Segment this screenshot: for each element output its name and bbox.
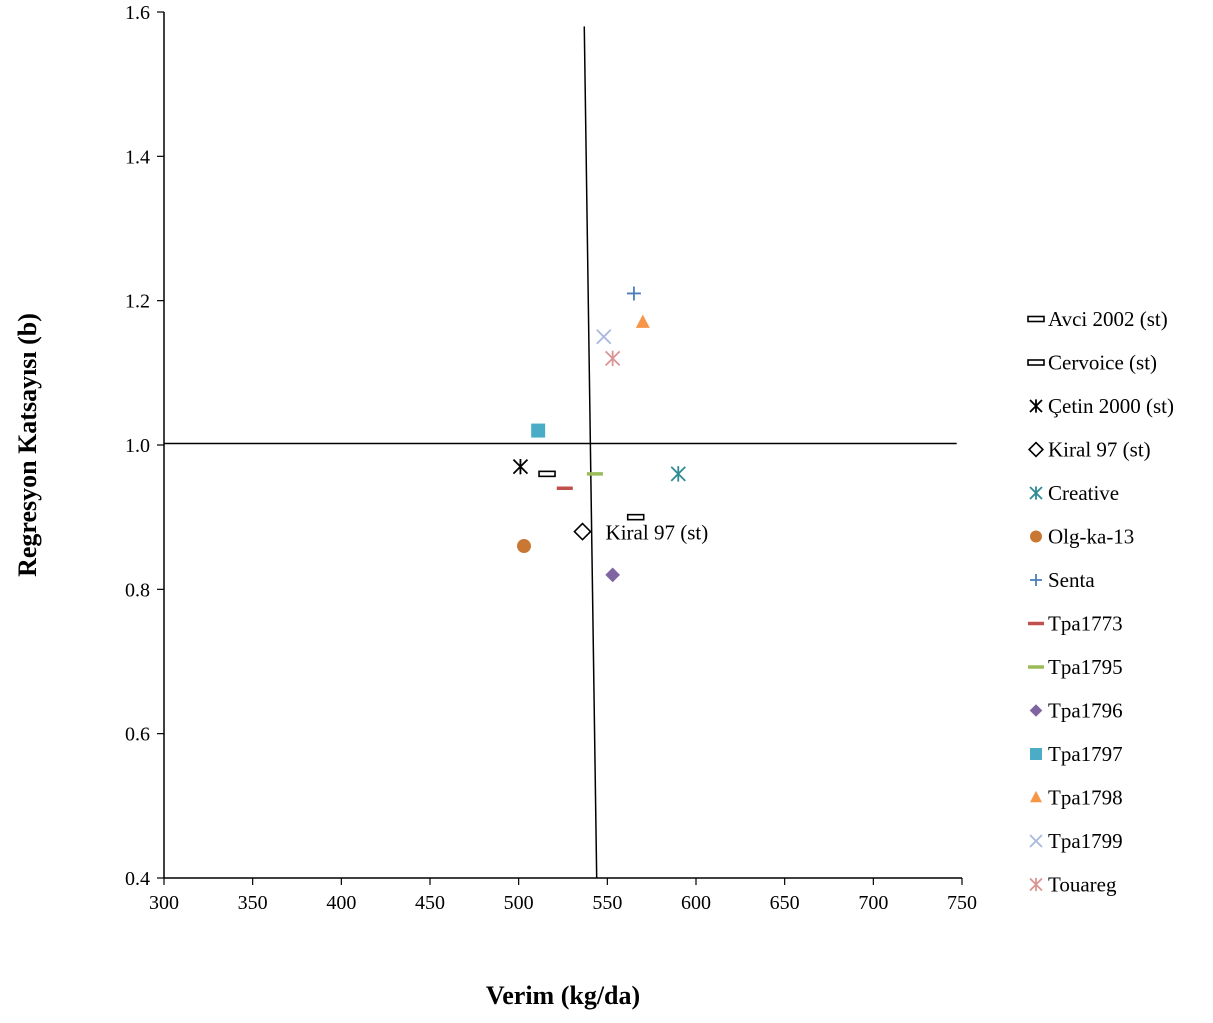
- legend-marker-tpa1796: [1029, 704, 1043, 717]
- legend-item: Tpa1797: [1030, 742, 1123, 766]
- legend-label: Senta: [1048, 568, 1095, 592]
- x-tick-label: 350: [238, 892, 268, 914]
- legend-item: Tpa1798: [1030, 786, 1123, 810]
- legend-label: Tpa1796: [1048, 699, 1123, 723]
- legend-label: Creative: [1048, 481, 1119, 505]
- legend-marker-creative: [1029, 486, 1043, 500]
- legend: Avci 2002 (st) Cervoice (st) Çetin 2000 (s…: [1027, 307, 1174, 897]
- legend-label: Kiral 97 (st): [1048, 438, 1151, 462]
- legend-item: Çetin 2000 (st): [1029, 394, 1174, 418]
- legend-item: Avci 2002 (st): [1027, 307, 1168, 331]
- x-tick-label: 700: [858, 892, 888, 914]
- legend-label: Çetin 2000 (st): [1048, 394, 1174, 418]
- data-points: [512, 286, 686, 583]
- legend-label: Olg-ka-13: [1048, 525, 1134, 549]
- legend-marker-kiral-97-st: [1027, 441, 1045, 458]
- point-kiral-97-st: [573, 522, 592, 541]
- y-tick-label: 1.6: [125, 2, 150, 24]
- legend-marker-avci-2002-st: [1027, 315, 1045, 323]
- y-tick-label: 1.2: [125, 291, 150, 313]
- legend-marker-etin-2000-st: [1029, 399, 1043, 413]
- legend-label: Tpa1798: [1048, 786, 1123, 810]
- point-tpa1797: [531, 423, 546, 438]
- x-tick-group: 300 350 400 450 500 550 600 650 700 750: [149, 878, 977, 914]
- legend-item: Kiral 97 (st): [1027, 438, 1151, 462]
- x-tick-label: 600: [681, 892, 711, 914]
- x-axis-title: Verim (kg/da): [486, 981, 640, 1010]
- annotation-label: Kiral 97 (st): [606, 521, 709, 545]
- point-olg-ka-13: [516, 539, 531, 554]
- point-touareg: [605, 350, 621, 367]
- axes: [163, 12, 962, 879]
- legend-label: Tpa1799: [1048, 829, 1123, 853]
- x-tick-label: 300: [149, 892, 179, 914]
- legend-marker-tpa1798: [1030, 790, 1042, 803]
- y-tick-label: 1.4: [125, 146, 150, 168]
- legend-item: Touareg: [1029, 873, 1117, 897]
- legend-marker-touareg: [1029, 877, 1043, 892]
- legend-item: Tpa1796: [1029, 699, 1123, 723]
- point-creative: [670, 466, 686, 482]
- legend-item: Tpa1773: [1028, 612, 1123, 636]
- y-tick-label: 0.8: [125, 579, 150, 601]
- legend-marker-senta: [1030, 574, 1042, 586]
- legend-item: Cervoice (st): [1027, 351, 1157, 375]
- legend-label: Tpa1795: [1048, 655, 1123, 679]
- legend-marker-olg-ka-13: [1030, 530, 1042, 543]
- y-tick-label: 1.0: [125, 435, 150, 457]
- legend-label: Tpa1797: [1048, 742, 1123, 766]
- legend-label: Tpa1773: [1048, 612, 1123, 636]
- legend-marker-cervoice-st: [1027, 359, 1045, 366]
- point-tpa1798: [635, 314, 650, 328]
- legend-label: Touareg: [1048, 873, 1117, 897]
- legend-marker-tpa1797: [1030, 748, 1042, 760]
- x-tick-label: 750: [947, 892, 977, 914]
- annotations: Kiral 97 (st): [606, 521, 709, 545]
- point-tpa1799: [596, 329, 612, 345]
- point-cervoice-st: [538, 470, 556, 478]
- reference-line-1: [583, 26, 598, 879]
- legend-label: Cervoice (st): [1048, 351, 1157, 375]
- y-tick-group: 0.4 0.6 0.8 1.0 1.2 1.4 1.6: [125, 2, 164, 890]
- legend-item: Tpa1799: [1029, 829, 1123, 853]
- x-tick-label: 450: [415, 892, 445, 914]
- x-tick-label: 500: [504, 892, 534, 914]
- x-tick-label: 650: [770, 892, 800, 914]
- legend-item: Creative: [1029, 481, 1119, 505]
- legend-item: Olg-ka-13: [1030, 525, 1134, 549]
- y-tick-label: 0.4: [125, 868, 150, 890]
- x-tick-label: 400: [326, 892, 356, 914]
- legend-label: Avci 2002 (st): [1048, 307, 1168, 331]
- point-avci-2002-st: [626, 513, 645, 521]
- legend-item: Tpa1795: [1028, 655, 1123, 679]
- reference-lines: [164, 26, 957, 879]
- point-tpa1796: [605, 567, 621, 583]
- x-tick-label: 550: [592, 892, 622, 914]
- legend-item: Senta: [1030, 568, 1095, 592]
- legend-marker-tpa1799: [1029, 834, 1043, 848]
- point-senta: [626, 286, 641, 301]
- y-tick-label: 0.6: [125, 724, 150, 746]
- point-etin-2000-st: [512, 458, 529, 475]
- y-axis-title: Regresyon Katsayısı (b): [13, 313, 42, 577]
